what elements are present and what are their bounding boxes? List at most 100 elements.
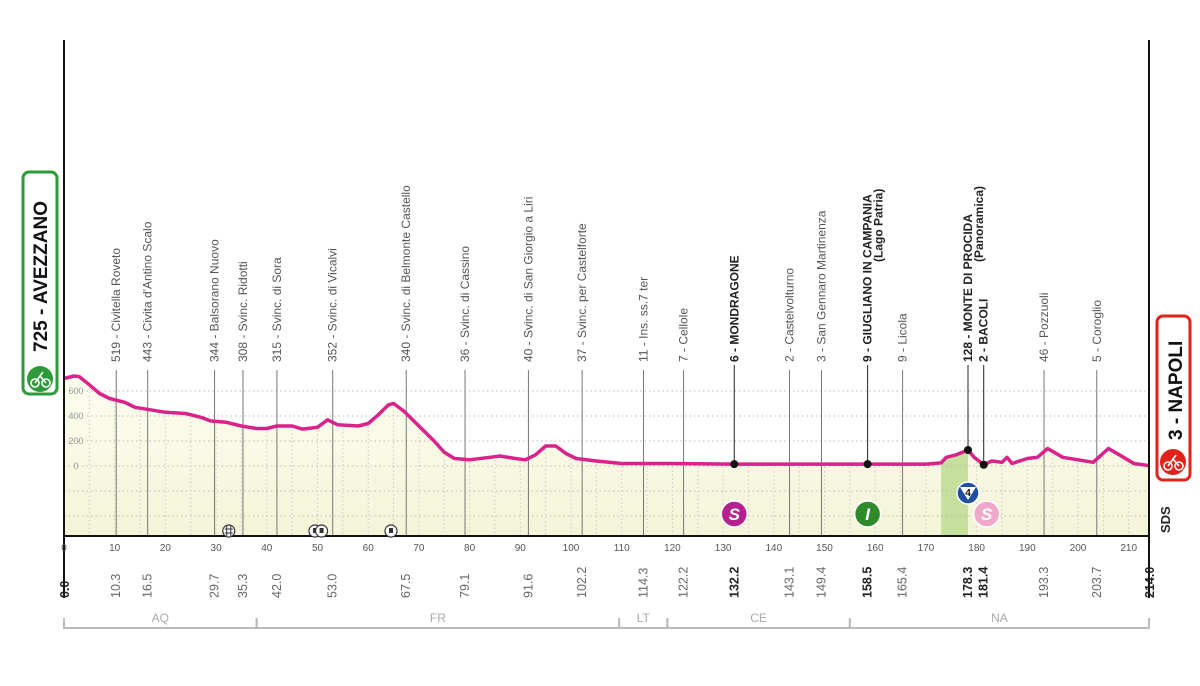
km-label: 149.4 <box>814 567 828 598</box>
x-tick-label: 100 <box>563 543 580 554</box>
y-tick-label: 600 <box>68 386 83 396</box>
landmark-label: 46 - Pozzuoli <box>1037 293 1051 362</box>
finish-label: 3 - NAPOLI <box>1166 341 1187 440</box>
x-tick-label: 90 <box>515 543 527 554</box>
tunnel-glyph <box>312 528 317 533</box>
x-tick-label: 170 <box>918 543 935 554</box>
km-label-start: 0.0 <box>58 581 72 598</box>
waypoint-dot <box>730 460 739 469</box>
km-label: 29.7 <box>208 574 222 598</box>
sprint-icon <box>972 500 1001 528</box>
sds-logo: SDS <box>1158 506 1173 533</box>
km-label: 114.3 <box>637 568 651 598</box>
cyclist-icon <box>1160 449 1186 475</box>
rail-glyph <box>224 526 233 536</box>
landmark-label: 352 - Svinc. di Vicalvi <box>326 248 340 362</box>
landmark-sublabel: (Lago Patria) <box>872 189 886 262</box>
landmark-label: 128 - MONTE DI PROCIDA <box>961 214 975 362</box>
intermediate-letter: I <box>865 505 871 524</box>
km-label: 132.2 <box>727 567 741 598</box>
x-tick-label: 200 <box>1070 543 1087 554</box>
climb-triangle-icon <box>959 487 976 500</box>
province-bracket <box>848 618 1150 629</box>
landmark-label: 519 - Civitella Roveto <box>109 248 123 362</box>
x-tick-label: 180 <box>968 543 985 554</box>
start-label: 725 - AVEZZANO <box>31 201 52 352</box>
x-tick-label: 160 <box>867 543 884 554</box>
km-label: 42.0 <box>270 574 284 598</box>
x-tick-label: 10 <box>109 543 121 554</box>
province-label: LT <box>637 611 651 625</box>
km-label: 67.5 <box>399 574 413 598</box>
x-tick-label: 40 <box>261 543 273 554</box>
km-label: 10.3 <box>109 574 123 598</box>
y-tick-label: 400 <box>68 411 83 421</box>
climb-zone <box>941 450 968 536</box>
landmark-label: 443 - Civita d'Antino Scalo <box>141 221 155 362</box>
x-tick-label: 120 <box>664 543 681 554</box>
landmark-label: 9 - Licola <box>896 313 910 362</box>
km-label: 203.7 <box>1090 567 1104 598</box>
landmark-label: 6 - MONDRAGONE <box>727 255 741 362</box>
province-label: CE <box>750 611 767 625</box>
x-tick-label: 50 <box>312 543 324 554</box>
km-label: 165.4 <box>896 567 910 598</box>
km-label: 158.5 <box>861 567 875 598</box>
sprint-icon <box>720 500 749 528</box>
km-label: 53.0 <box>326 574 340 598</box>
km-label: 16.5 <box>141 574 155 598</box>
y-tick-label: 200 <box>68 436 83 446</box>
km-label: 79.1 <box>458 574 472 598</box>
start-badge: 725 - AVEZZANO <box>21 170 59 396</box>
km-label: 178.3 <box>961 567 975 598</box>
km-label-finish: 214.0 <box>1143 567 1157 598</box>
waypoint-dot <box>979 460 988 469</box>
landmark-label: 2 - Castelvolturno <box>783 268 797 362</box>
finish-badge: 3 - NAPOLI <box>1155 314 1192 482</box>
landmark-label: 2 - BACOLI <box>977 299 991 362</box>
x-tick-label: 0 <box>61 543 67 554</box>
x-tick-label: 130 <box>715 543 732 554</box>
landmark-label: 9 - GIUGLIANO IN CAMPANIA <box>861 194 875 362</box>
landmark-label: 7 - Cellole <box>677 308 691 362</box>
y-tick-label: 0 <box>73 461 78 471</box>
sprint-letter: S <box>981 505 993 524</box>
waypoint-dot <box>963 446 972 454</box>
railway-crossing-icon <box>222 524 236 538</box>
km-label: 35.3 <box>236 574 250 598</box>
x-tick-label: 70 <box>413 543 425 554</box>
sprint-letter: S <box>729 505 741 524</box>
climb-category: 4 <box>965 488 971 499</box>
landmark-label: 344 - Balsorano Nuovo <box>208 239 222 362</box>
waypoint-dot <box>863 460 872 469</box>
tunnel-glyph <box>389 528 394 533</box>
x-tick-label: 30 <box>211 543 223 554</box>
landmark-label: 40 - Svinc. di San Giorgio a Liri <box>521 197 535 362</box>
intermediate-icon <box>853 500 882 528</box>
x-tick-label: 60 <box>363 543 375 554</box>
landmark-label: 11 - Ins. ss.7 ter <box>637 277 651 362</box>
cyclist-icon <box>27 366 53 392</box>
km-label: 143.1 <box>783 567 797 598</box>
landmark-label: 315 - Svinc. di Sora <box>270 257 284 362</box>
landmark-label: 3 - San Gennaro Martinenza <box>814 210 828 362</box>
x-tick-label: 140 <box>765 543 782 554</box>
landmark-sublabel: (Panoramica) <box>972 186 986 262</box>
landmark-label: 36 - Svinc. di Cassino <box>458 246 472 362</box>
profile-line <box>63 374 1150 468</box>
km-label: 102.2 <box>575 567 589 598</box>
province-label: FR <box>430 611 446 625</box>
x-tick-label: 150 <box>816 543 833 554</box>
x-tick-label: 80 <box>464 543 476 554</box>
profile-area <box>64 376 1149 536</box>
x-tick-label: 20 <box>160 543 172 554</box>
km-label: 91.6 <box>521 574 535 598</box>
landmark-label: 5 - Coroglio <box>1090 300 1104 362</box>
x-tick-label: 210 <box>1120 543 1137 554</box>
landmark-label: 340 - Svinc. di Belmonte Castello <box>399 185 413 362</box>
landmark-label: 37 - Svinc. per Castelforte <box>575 223 589 362</box>
km-label: 181.4 <box>977 567 991 598</box>
tunnel-glyph <box>319 528 324 533</box>
x-tick-label: 190 <box>1019 543 1036 554</box>
